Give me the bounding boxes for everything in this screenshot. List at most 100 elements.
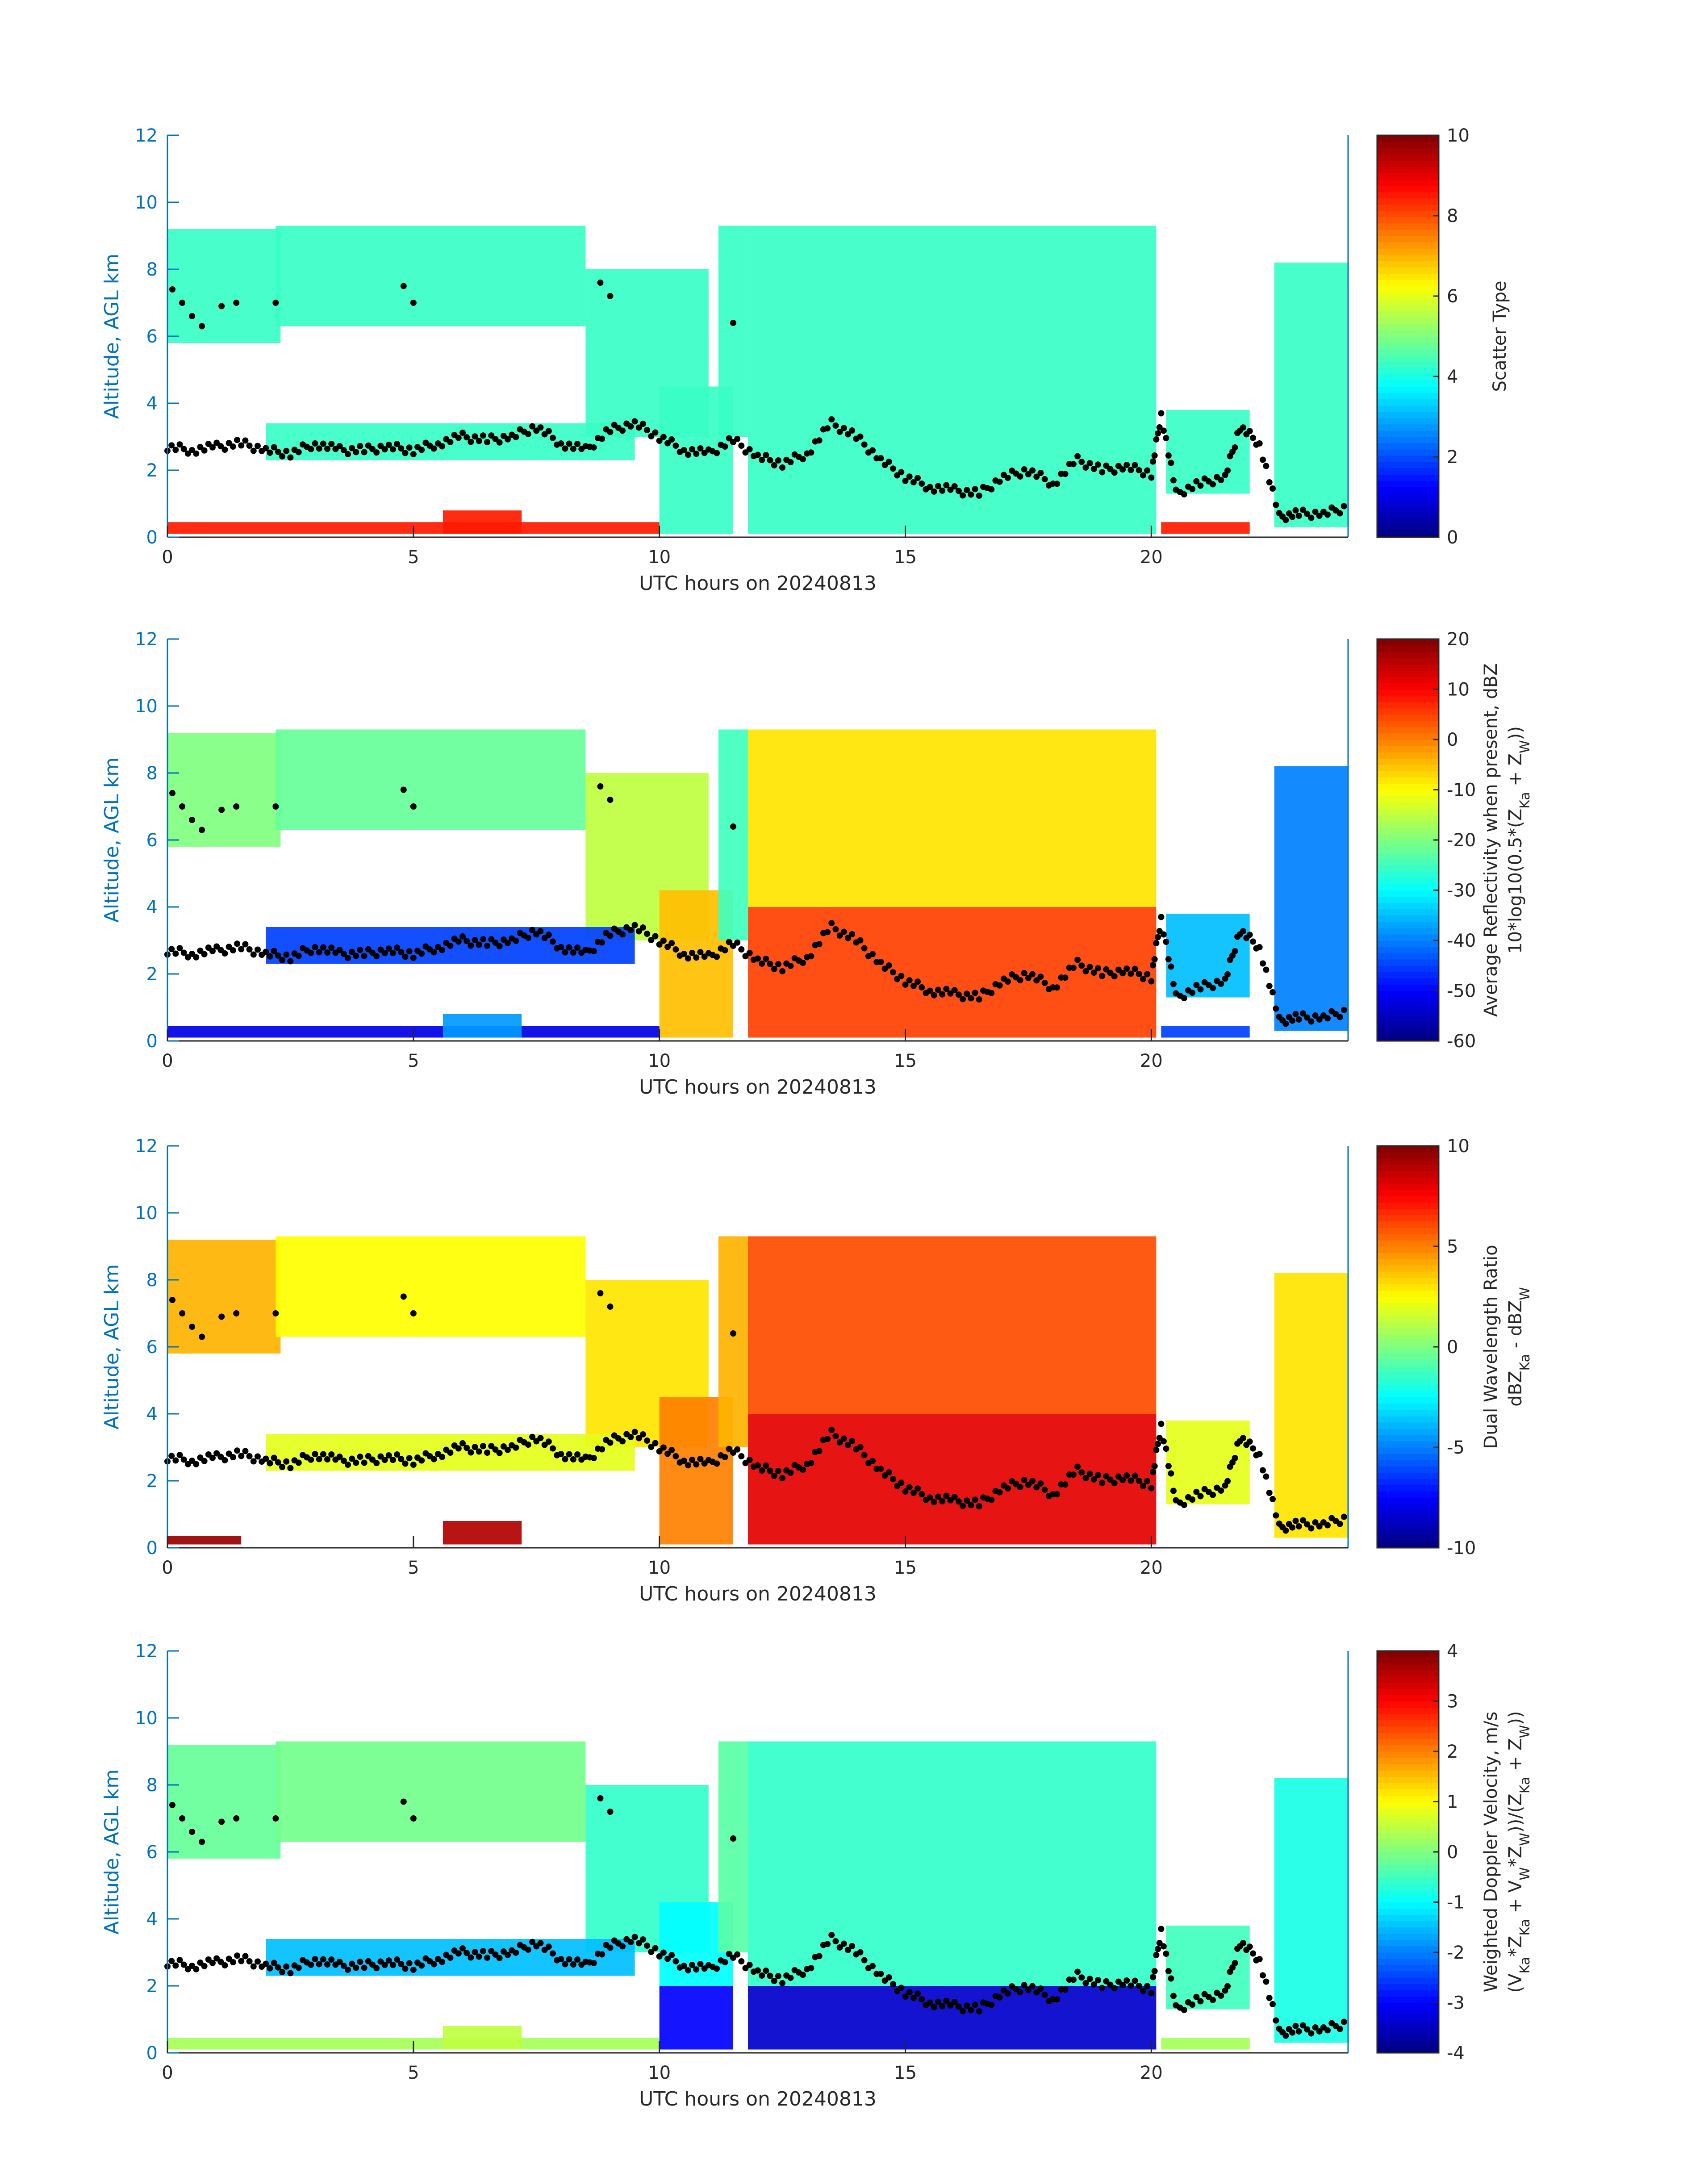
colorbar-swatch — [1377, 1676, 1439, 1683]
marker-point — [861, 945, 868, 952]
marker-point — [230, 443, 236, 450]
marker-point — [500, 1948, 507, 1955]
marker-point — [1021, 466, 1027, 472]
marker-point — [779, 464, 786, 471]
marker-point — [1037, 1985, 1044, 1992]
y-tick-label: 4 — [146, 393, 158, 414]
colorbar-swatch — [1377, 1152, 1439, 1159]
colorbar-swatch — [1377, 1939, 1439, 1947]
marker-point — [1341, 2018, 1347, 2025]
heatmap-region — [748, 729, 1157, 907]
marker-point — [1041, 1487, 1048, 1493]
colorbar-swatch — [1377, 884, 1439, 891]
marker-point — [230, 947, 236, 953]
colorbar-swatch — [1377, 2002, 1439, 2010]
marker-point — [562, 1961, 568, 1968]
marker-point — [1260, 456, 1266, 463]
marker-point — [1289, 1524, 1296, 1531]
marker-point — [738, 1453, 745, 1459]
marker-point — [597, 280, 604, 286]
colorbar-swatch — [1377, 777, 1439, 784]
marker-point — [763, 452, 769, 458]
marker-point — [660, 1949, 667, 1956]
colorbar-swatch — [1377, 1290, 1439, 1297]
marker-point — [439, 1959, 446, 1965]
marker-point — [840, 1435, 847, 1442]
marker-point — [1054, 1996, 1061, 2003]
marker-point — [1168, 1975, 1174, 1982]
marker-point — [218, 1818, 225, 1825]
marker-point — [168, 1453, 175, 1459]
marker-point — [459, 1945, 466, 1951]
marker-point — [730, 1330, 736, 1337]
marker-point — [1074, 1463, 1081, 1470]
marker-point — [787, 459, 794, 465]
colorbar-swatch — [1377, 1516, 1439, 1523]
marker-point — [336, 947, 343, 953]
marker-point — [771, 966, 777, 972]
colorbar-swatch — [1377, 311, 1439, 318]
marker-point — [869, 447, 876, 454]
marker-point — [226, 1956, 232, 1962]
colorbar-swatch — [1377, 1359, 1439, 1366]
marker-point — [1170, 981, 1177, 987]
marker-point — [619, 1438, 626, 1445]
colorbar-swatch — [1377, 790, 1439, 797]
colorbar-swatch — [1377, 771, 1439, 777]
marker-point — [599, 1951, 606, 1958]
marker-point — [1153, 1447, 1160, 1453]
marker-point — [1082, 1475, 1089, 1481]
marker-point — [1163, 435, 1169, 441]
marker-point — [939, 2003, 946, 2010]
marker-point — [217, 443, 224, 450]
marker-point — [1005, 475, 1011, 481]
marker-point — [1090, 466, 1097, 472]
colorbar-swatch — [1377, 1146, 1439, 1153]
colorbar-swatch — [1377, 455, 1439, 462]
marker-point — [172, 950, 179, 957]
marker-point — [685, 451, 691, 458]
colorbar-swatch — [1377, 229, 1439, 236]
marker-point — [849, 1438, 856, 1444]
colorbar-swatch — [1377, 1240, 1439, 1247]
colorbar-swatch — [1377, 531, 1439, 538]
marker-point — [1070, 965, 1077, 971]
colorbar-swatch — [1377, 796, 1439, 803]
marker-point — [779, 968, 786, 974]
marker-point — [631, 1429, 638, 1435]
marker-point — [635, 424, 642, 431]
marker-point — [927, 1494, 933, 1501]
marker-point — [238, 946, 245, 953]
colorbar-swatch — [1377, 1271, 1439, 1278]
marker-point — [1240, 1435, 1246, 1442]
marker-point — [1250, 435, 1257, 441]
marker-point — [1029, 971, 1036, 978]
marker-point — [644, 427, 651, 433]
colorbar-swatch — [1377, 846, 1439, 853]
marker-point — [209, 444, 216, 451]
marker-point — [1266, 1995, 1273, 2001]
x-axis-label: UTC hours on 20240813 — [639, 572, 877, 595]
marker-point — [455, 435, 462, 441]
marker-point — [597, 783, 604, 790]
colorbar-swatch — [1377, 1259, 1439, 1266]
marker-point — [808, 1965, 814, 1972]
marker-point — [369, 446, 376, 452]
marker-point — [1170, 477, 1177, 484]
colorbar-label: Dual Wavelength Ratio — [1481, 1245, 1501, 1449]
colorbar-swatch — [1377, 1022, 1439, 1029]
marker-point — [919, 1996, 925, 2002]
marker-point — [1218, 1488, 1224, 1494]
colorbar-swatch — [1377, 1541, 1439, 1548]
marker-point — [468, 439, 474, 445]
marker-point — [1078, 1974, 1085, 1981]
heatmap-region — [276, 1236, 586, 1337]
marker-point — [1158, 410, 1165, 417]
marker-point — [693, 954, 700, 961]
marker-point — [1111, 469, 1118, 476]
colorbar-swatch — [1377, 2046, 1439, 2053]
marker-point — [738, 1958, 745, 1964]
marker-point — [545, 1943, 552, 1950]
marker-point — [1153, 436, 1160, 443]
